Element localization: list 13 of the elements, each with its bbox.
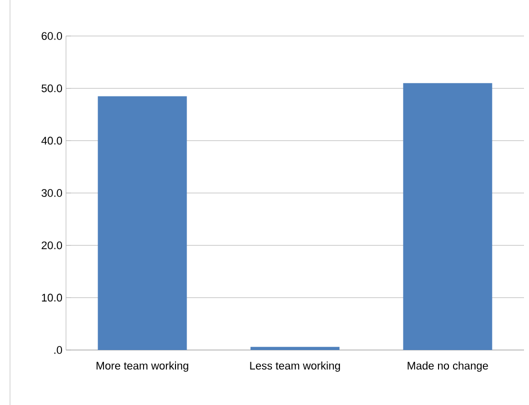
y-tick-label: 60.0: [42, 32, 62, 40]
y-tick-label: 50.0: [42, 84, 62, 92]
y-tick-label: .0: [54, 346, 62, 354]
y-tick-label: 30.0: [42, 189, 62, 197]
bar: [250, 346, 340, 350]
x-tick-label: Made no change: [408, 362, 488, 372]
y-tick-label: 40.0: [41, 136, 62, 145]
x-tick-label: Less team working: [250, 362, 340, 372]
bar: [403, 83, 492, 350]
y-tick-label: 20.0: [42, 241, 62, 250]
y-tick-label: 10.0: [42, 294, 62, 302]
x-tick-label: More team working: [96, 362, 188, 372]
bar: [98, 96, 187, 350]
